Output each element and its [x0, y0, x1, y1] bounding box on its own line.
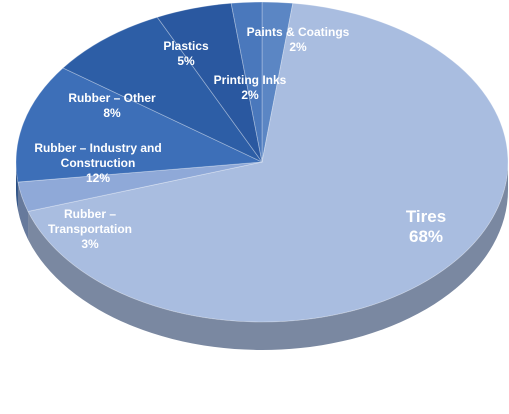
slice-name-label: Rubber – Industry and [34, 141, 161, 155]
slice-percent-label: 68% [409, 227, 443, 246]
slice-name-label: Rubber – [64, 207, 116, 221]
slice-name-label: Paints & Coatings [247, 25, 350, 39]
slice-percent-label: 8% [103, 106, 121, 120]
slice-name-label: Tires [406, 207, 446, 226]
pie-slices [15, 1, 509, 323]
slice-name-label: Construction [61, 156, 136, 170]
pie-side-3 [16, 162, 18, 211]
slice-name-label: Rubber – Other [68, 91, 156, 105]
slice-name-label: Printing Inks [214, 73, 287, 87]
slice-percent-label: 3% [81, 237, 99, 251]
slice-percent-label: 2% [241, 88, 259, 102]
pie-slice-rubber-other [62, 16, 263, 163]
pie-slice-printing-inks [230, 1, 263, 163]
pie-slice-plastics [156, 2, 263, 163]
slice-percent-label: 5% [177, 54, 195, 68]
slice-percent-label: 12% [86, 171, 110, 185]
slice-percent-label: 2% [289, 40, 307, 54]
pie-slice-tires [27, 2, 509, 323]
slice-name-label: Plastics [163, 39, 209, 53]
pie-slice-rubber-transportation [17, 161, 263, 212]
pie-depth [16, 162, 508, 350]
pie-side-2 [17, 182, 29, 240]
pie-side-1 [28, 162, 508, 350]
pie-slice-rubber-industry-and-construction [15, 67, 264, 183]
slice-name-label: Transportation [48, 222, 132, 236]
pie-slice-paints-coatings [261, 1, 294, 163]
